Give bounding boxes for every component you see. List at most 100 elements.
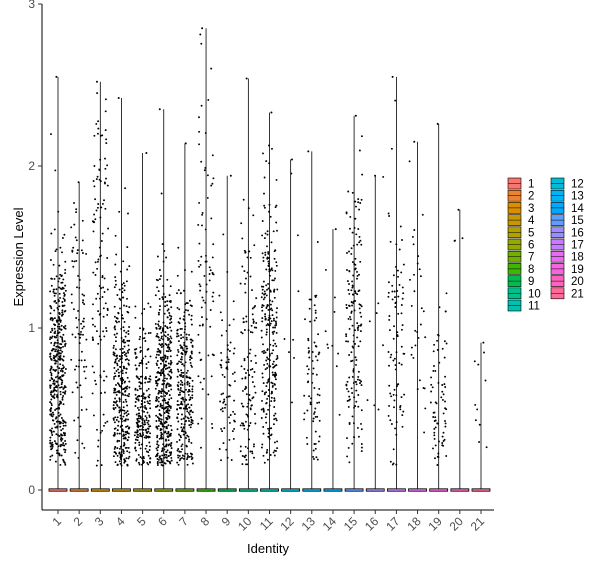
point-1 [49, 439, 52, 442]
point-8 [211, 272, 214, 275]
point-7 [190, 323, 193, 326]
point-6 [167, 373, 170, 376]
point-19 [429, 401, 432, 404]
point-17 [401, 239, 403, 241]
y-tick-label: 1 [28, 321, 35, 335]
point-11 [262, 285, 265, 288]
point-6 [160, 463, 163, 466]
point-1 [57, 434, 60, 437]
point-1 [60, 386, 63, 389]
legend-label-18: 18 [571, 252, 584, 264]
point-11 [274, 371, 277, 374]
point-4 [125, 331, 128, 334]
point-9 [228, 383, 231, 386]
point-19 [442, 440, 445, 442]
point-6 [169, 318, 172, 321]
point-17 [393, 325, 395, 328]
point-13 [318, 401, 321, 404]
point-11 [271, 331, 274, 334]
point-13 [317, 333, 320, 336]
point-5 [138, 378, 141, 380]
point-7 [186, 434, 189, 437]
point-11 [267, 395, 270, 397]
point-7 [182, 289, 185, 292]
point-21 [473, 360, 476, 363]
point-3 [99, 216, 102, 219]
point-4 [125, 414, 128, 417]
point-max-17 [391, 75, 394, 78]
point-8 [197, 375, 200, 378]
point-5 [141, 361, 144, 363]
point-4 [126, 450, 129, 453]
point-1 [50, 407, 53, 410]
x-tick-label: 21 [468, 514, 488, 534]
point-2 [77, 332, 80, 335]
point-4 [124, 187, 127, 190]
point-4 [113, 447, 116, 450]
point-13 [309, 320, 312, 323]
point-4 [120, 379, 123, 382]
point-10 [243, 359, 246, 362]
point-1 [63, 294, 66, 297]
point-5 [149, 407, 152, 410]
point-1 [62, 359, 65, 362]
point-6 [165, 425, 168, 428]
point-6 [161, 425, 164, 428]
point-6 [158, 343, 161, 346]
point-10 [248, 438, 251, 441]
point-1 [49, 371, 52, 374]
point-7 [177, 370, 180, 373]
point-7 [185, 336, 188, 339]
point-1 [49, 357, 52, 360]
point-1 [62, 297, 65, 300]
point-12 [291, 401, 293, 404]
point-2 [72, 308, 75, 311]
point-7 [176, 292, 178, 295]
point-2 [80, 409, 83, 411]
point-11 [266, 349, 269, 352]
legend-label-12: 12 [571, 179, 584, 191]
point-19 [443, 340, 446, 343]
point-11 [268, 162, 271, 165]
point-4 [127, 446, 130, 449]
point-7 [185, 444, 188, 447]
point-6 [168, 398, 171, 401]
point-3 [99, 158, 102, 161]
point-15 [348, 292, 351, 295]
point-9 [233, 380, 236, 383]
point-11 [262, 256, 265, 259]
point-7 [188, 333, 191, 336]
point-1 [58, 422, 61, 425]
point-11 [275, 261, 278, 264]
point-1 [51, 319, 54, 322]
point-17 [387, 212, 390, 215]
point-5 [134, 305, 137, 308]
point-8 [205, 283, 208, 286]
point-7 [179, 383, 182, 386]
point-8 [205, 318, 208, 321]
point-6 [169, 376, 172, 378]
point-6 [157, 311, 160, 314]
point-8 [200, 446, 202, 449]
point-6 [164, 355, 167, 358]
point-11 [265, 413, 268, 416]
point-max-21 [482, 341, 485, 344]
point-11 [262, 343, 264, 346]
point-2 [82, 320, 85, 323]
point-2 [70, 301, 73, 304]
point-1 [64, 268, 67, 271]
point-5 [134, 405, 137, 407]
point-6 [168, 322, 171, 325]
point-1 [56, 375, 59, 378]
point-6 [168, 385, 171, 388]
point-1 [54, 292, 57, 295]
point-1 [62, 391, 65, 394]
point-7 [190, 305, 193, 307]
point-6 [160, 461, 163, 464]
point-1 [54, 250, 57, 253]
point-10 [251, 381, 254, 384]
point-11 [269, 289, 272, 292]
point-13 [314, 447, 317, 450]
point-7 [186, 376, 189, 379]
point-10 [243, 368, 246, 370]
